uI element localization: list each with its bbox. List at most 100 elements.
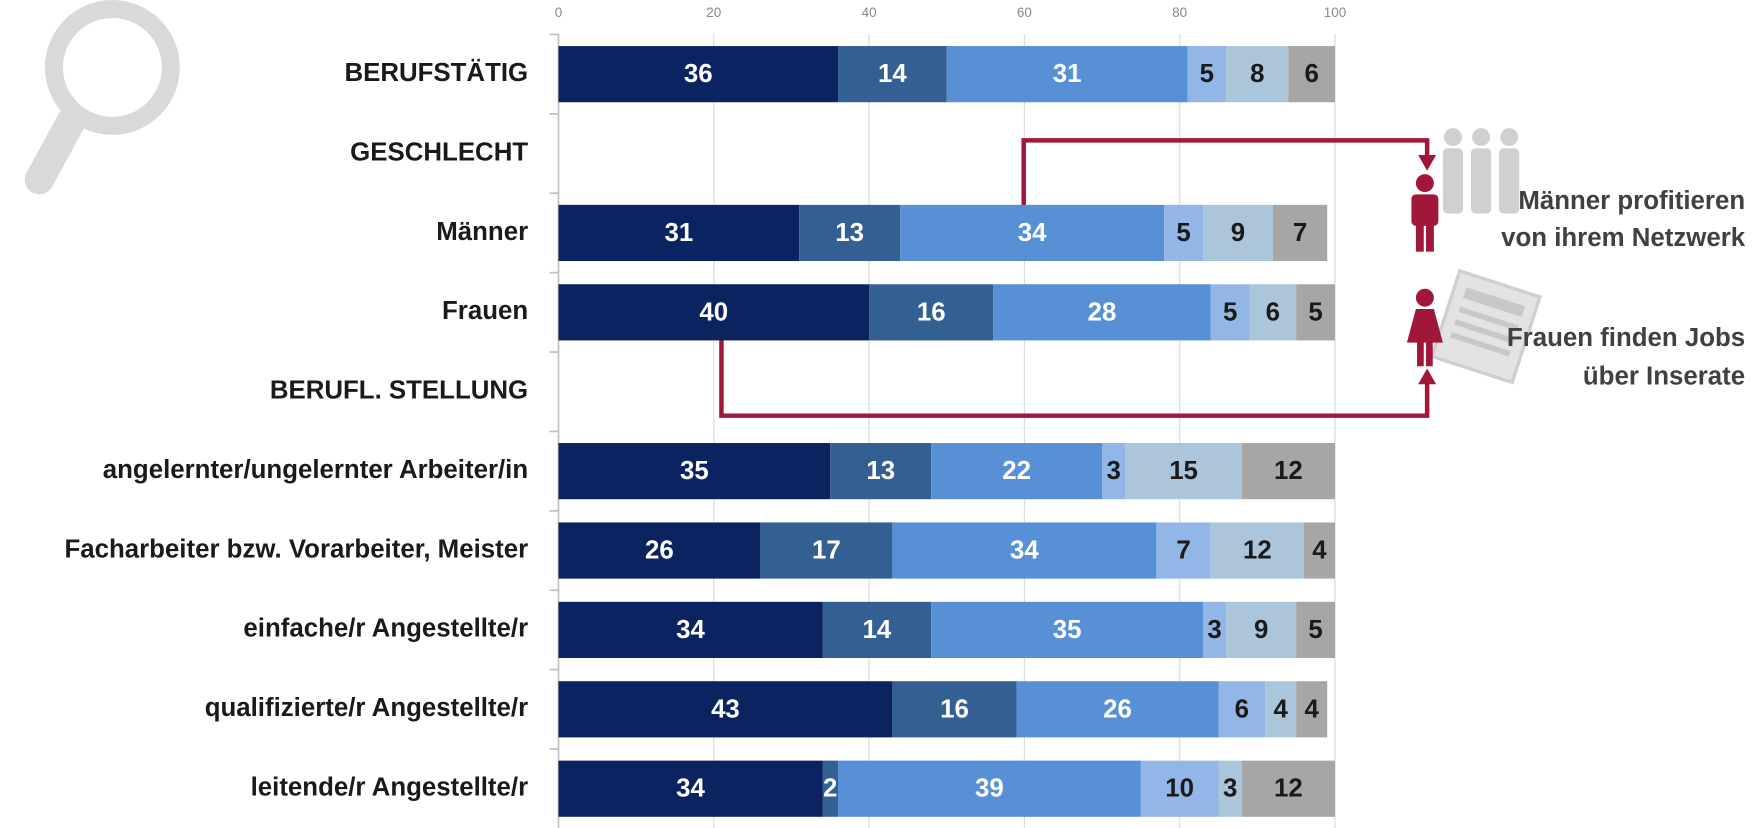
bar-segment — [931, 601, 1203, 659]
bar-segment — [1202, 204, 1273, 262]
bar-segment — [558, 443, 831, 500]
category-label: Männer — [436, 218, 528, 246]
data-label: 12 — [1274, 457, 1303, 485]
people-icon — [1442, 128, 1520, 214]
data-label: 16 — [940, 695, 969, 723]
data-label: 7 — [1293, 219, 1307, 247]
data-label: 7 — [1176, 536, 1190, 564]
data-label: 34 — [676, 616, 705, 644]
bar-segment — [1164, 204, 1203, 262]
data-label: 4 — [1273, 695, 1288, 723]
bar-segment — [558, 46, 839, 103]
bar-segment — [838, 760, 1141, 817]
data-label: 3 — [1106, 457, 1120, 485]
data-label: 4 — [1305, 695, 1320, 723]
annotation: über Inserate — [1583, 362, 1745, 390]
bar-segment — [558, 284, 870, 341]
bar-segment — [1156, 522, 1211, 579]
bar-segment — [558, 760, 823, 817]
bar-segment — [1303, 522, 1335, 579]
data-label: 9 — [1231, 219, 1245, 247]
data-label: 8 — [1250, 60, 1264, 88]
category-label: angelernter/ungelernter Arbeiter/in — [103, 456, 528, 484]
bar-segment — [1210, 284, 1250, 341]
data-label: 15 — [1169, 457, 1198, 485]
bar-segment — [1016, 681, 1219, 738]
category-label: Facharbeiter bzw. Vorarbeiter, Meister — [64, 535, 528, 563]
newspaper-icon — [1429, 268, 1543, 385]
data-label: 34 — [1010, 536, 1039, 564]
x-tick-label: 80 — [1172, 5, 1187, 20]
bar-segment — [892, 522, 1157, 579]
data-label: 31 — [1053, 60, 1082, 88]
bar-segment — [822, 760, 839, 817]
data-label: 9 — [1254, 616, 1268, 644]
data-label: 35 — [1053, 616, 1082, 644]
data-label: 6 — [1235, 695, 1249, 723]
x-tick-label: 40 — [862, 5, 877, 20]
data-label: 17 — [812, 536, 841, 564]
data-label: 12 — [1274, 775, 1303, 803]
data-label: 5 — [1308, 298, 1322, 326]
category-label: einfache/r Angestellte/r — [243, 615, 528, 643]
arrowheads — [1418, 155, 1437, 385]
bar-segment — [1241, 443, 1335, 500]
annotation: von ihrem Netzwerk — [1501, 224, 1746, 252]
connector-arrows — [719, 138, 1430, 418]
bar-segment — [1140, 760, 1219, 817]
data-label: 2 — [823, 775, 837, 803]
bar-segment — [830, 443, 932, 500]
annotation: Männer profitieren — [1518, 187, 1745, 215]
bar-segment — [931, 443, 1103, 500]
data-label: 22 — [1002, 457, 1031, 485]
bar-segment — [869, 284, 994, 341]
data-label: 14 — [878, 60, 907, 88]
man-icon — [1411, 174, 1439, 252]
bar-segment — [838, 46, 947, 103]
data-label: 26 — [645, 536, 674, 564]
data-label: 10 — [1165, 775, 1194, 803]
bar-segment — [558, 522, 761, 579]
data-label: 34 — [676, 775, 705, 803]
x-tick-label: 0 — [555, 5, 563, 20]
data-label: 14 — [862, 616, 891, 644]
data-label: 26 — [1103, 695, 1132, 723]
bar-segment — [1296, 284, 1335, 341]
bar-segment — [1226, 46, 1289, 103]
data-label: 13 — [866, 457, 895, 485]
bar-segment — [1125, 443, 1242, 500]
bar-segment — [1218, 760, 1242, 817]
bar-segment — [1241, 760, 1335, 817]
data-label: 5 — [1223, 298, 1237, 326]
bar-segment — [1265, 681, 1297, 738]
category-label: GESCHLECHT — [350, 138, 528, 166]
data-label: 43 — [711, 695, 740, 723]
data-label: 36 — [684, 60, 713, 88]
bar-segment — [1288, 46, 1335, 103]
bar-segment — [1210, 522, 1304, 579]
bar-segment — [799, 204, 901, 262]
bar-segment — [946, 46, 1188, 103]
data-label: 3 — [1207, 616, 1221, 644]
annotation: Frauen finden Jobs — [1507, 324, 1745, 352]
data-label: 3 — [1223, 775, 1237, 803]
bar-segment — [1296, 601, 1335, 659]
bar-segment — [993, 284, 1211, 341]
data-label: 6 — [1266, 298, 1280, 326]
bar-segment — [892, 681, 1017, 738]
category-label: BERUFL. STELLUNG — [270, 377, 528, 405]
data-label: 5 — [1176, 219, 1190, 247]
x-tick-label: 60 — [1017, 5, 1032, 20]
bar-segment — [1296, 681, 1328, 738]
data-label: 31 — [664, 219, 693, 247]
data-label: 6 — [1305, 60, 1319, 88]
bar-segment — [1187, 46, 1227, 103]
bar-segment — [1218, 681, 1266, 738]
bar-segment — [558, 601, 823, 659]
bar-segment — [900, 204, 1165, 262]
category-label: qualifizierte/r Angestellte/r — [205, 694, 528, 722]
bar-segment — [760, 522, 893, 579]
data-label: 12 — [1243, 536, 1272, 564]
bar-segment — [1249, 284, 1297, 341]
